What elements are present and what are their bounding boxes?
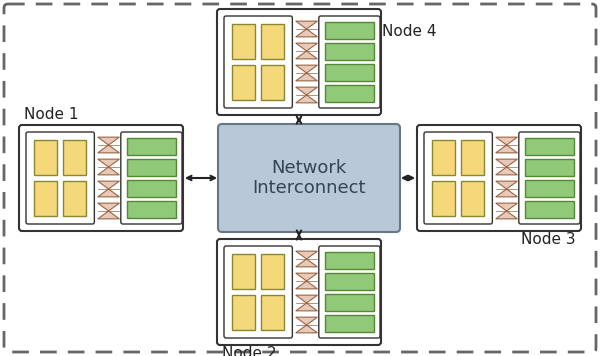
FancyBboxPatch shape	[127, 201, 176, 218]
FancyBboxPatch shape	[261, 254, 284, 289]
Polygon shape	[98, 203, 119, 219]
FancyBboxPatch shape	[432, 140, 455, 175]
FancyBboxPatch shape	[325, 43, 374, 60]
FancyBboxPatch shape	[232, 295, 255, 330]
FancyBboxPatch shape	[34, 140, 57, 175]
FancyBboxPatch shape	[325, 252, 374, 269]
FancyBboxPatch shape	[232, 254, 255, 289]
FancyBboxPatch shape	[224, 16, 292, 108]
Polygon shape	[496, 181, 517, 197]
Text: Node 1: Node 1	[24, 107, 79, 122]
Text: Node 2: Node 2	[222, 346, 277, 356]
Text: Interconnect: Interconnect	[252, 179, 366, 197]
FancyBboxPatch shape	[319, 16, 380, 108]
Text: Network: Network	[271, 159, 347, 177]
FancyBboxPatch shape	[417, 125, 581, 231]
FancyBboxPatch shape	[461, 140, 484, 175]
Polygon shape	[98, 159, 119, 175]
Polygon shape	[296, 317, 317, 333]
Text: Node 4: Node 4	[382, 24, 437, 39]
FancyBboxPatch shape	[325, 22, 374, 39]
FancyBboxPatch shape	[525, 201, 574, 218]
FancyBboxPatch shape	[34, 181, 57, 216]
FancyBboxPatch shape	[325, 273, 374, 290]
FancyBboxPatch shape	[127, 138, 176, 155]
FancyBboxPatch shape	[261, 24, 284, 59]
Text: Node 3: Node 3	[521, 232, 576, 247]
FancyBboxPatch shape	[261, 65, 284, 100]
FancyBboxPatch shape	[19, 125, 183, 231]
FancyBboxPatch shape	[217, 239, 381, 345]
Polygon shape	[296, 21, 317, 37]
FancyBboxPatch shape	[232, 65, 255, 100]
Polygon shape	[296, 43, 317, 59]
FancyBboxPatch shape	[261, 295, 284, 330]
FancyBboxPatch shape	[325, 315, 374, 332]
FancyBboxPatch shape	[461, 181, 484, 216]
FancyBboxPatch shape	[325, 85, 374, 102]
Polygon shape	[296, 87, 317, 103]
FancyBboxPatch shape	[525, 180, 574, 197]
FancyBboxPatch shape	[224, 246, 292, 338]
Polygon shape	[296, 273, 317, 289]
FancyBboxPatch shape	[325, 64, 374, 81]
Polygon shape	[496, 203, 517, 219]
Polygon shape	[496, 137, 517, 153]
Polygon shape	[98, 137, 119, 153]
Polygon shape	[296, 251, 317, 267]
FancyBboxPatch shape	[26, 132, 94, 224]
FancyBboxPatch shape	[325, 294, 374, 311]
FancyBboxPatch shape	[232, 24, 255, 59]
FancyBboxPatch shape	[63, 181, 86, 216]
FancyBboxPatch shape	[218, 124, 400, 232]
FancyBboxPatch shape	[525, 138, 574, 155]
FancyBboxPatch shape	[121, 132, 182, 224]
FancyBboxPatch shape	[217, 9, 381, 115]
FancyBboxPatch shape	[319, 246, 380, 338]
FancyBboxPatch shape	[127, 159, 176, 176]
Polygon shape	[98, 181, 119, 197]
FancyBboxPatch shape	[432, 181, 455, 216]
Polygon shape	[496, 159, 517, 175]
Polygon shape	[296, 295, 317, 311]
FancyBboxPatch shape	[525, 159, 574, 176]
FancyBboxPatch shape	[127, 180, 176, 197]
Polygon shape	[296, 65, 317, 81]
FancyBboxPatch shape	[519, 132, 580, 224]
FancyBboxPatch shape	[424, 132, 493, 224]
FancyBboxPatch shape	[63, 140, 86, 175]
